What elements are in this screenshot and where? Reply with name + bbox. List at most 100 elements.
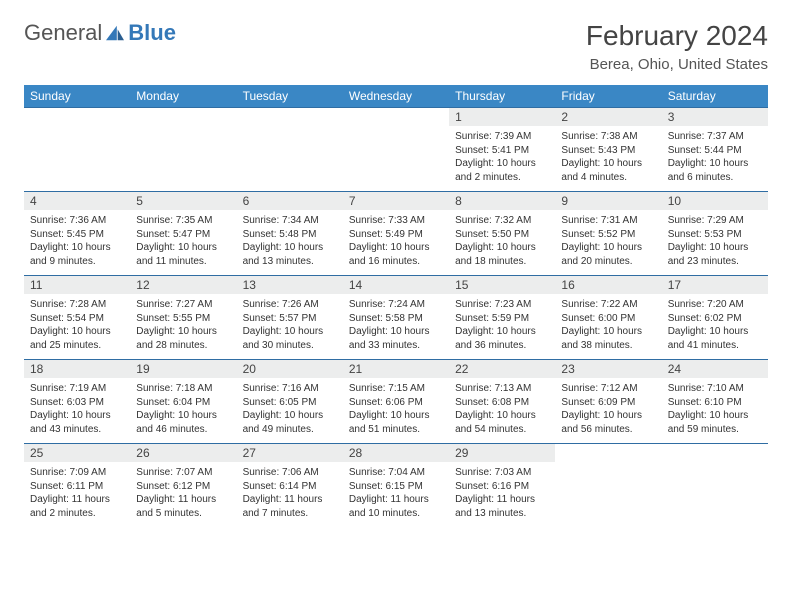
day-daylight: Daylight: 10 hours and 9 minutes. — [30, 241, 124, 268]
day-sunset: Sunset: 6:00 PM — [561, 312, 655, 326]
day-number: 21 — [343, 360, 449, 378]
day-daylight: Daylight: 10 hours and 49 minutes. — [243, 409, 337, 436]
calendar-body: 1Sunrise: 7:39 AMSunset: 5:41 PMDaylight… — [24, 108, 768, 528]
day-daylight: Daylight: 10 hours and 41 minutes. — [668, 325, 762, 352]
day-sunset: Sunset: 6:02 PM — [668, 312, 762, 326]
day-sunrise: Sunrise: 7:07 AM — [136, 466, 230, 480]
day-details: Sunrise: 7:33 AMSunset: 5:49 PMDaylight:… — [343, 210, 449, 272]
day-sunset: Sunset: 6:16 PM — [455, 480, 549, 494]
day-details: Sunrise: 7:16 AMSunset: 6:05 PMDaylight:… — [237, 378, 343, 440]
day-details: Sunrise: 7:07 AMSunset: 6:12 PMDaylight:… — [130, 462, 236, 524]
day-sunset: Sunset: 5:47 PM — [136, 228, 230, 242]
day-sunset: Sunset: 6:04 PM — [136, 396, 230, 410]
day-details: Sunrise: 7:31 AMSunset: 5:52 PMDaylight:… — [555, 210, 661, 272]
day-details: Sunrise: 7:15 AMSunset: 6:06 PMDaylight:… — [343, 378, 449, 440]
weekday-header: Tuesday — [237, 85, 343, 108]
day-number: 14 — [343, 276, 449, 294]
title-block: February 2024 Berea, Ohio, United States — [586, 20, 768, 73]
day-number: 25 — [24, 444, 130, 462]
day-details: Sunrise: 7:13 AMSunset: 6:08 PMDaylight:… — [449, 378, 555, 440]
day-sunset: Sunset: 6:09 PM — [561, 396, 655, 410]
day-sunrise: Sunrise: 7:26 AM — [243, 298, 337, 312]
calendar-day-cell: 4Sunrise: 7:36 AMSunset: 5:45 PMDaylight… — [24, 192, 130, 276]
calendar-day-cell: 19Sunrise: 7:18 AMSunset: 6:04 PMDayligh… — [130, 360, 236, 444]
weekday-header: Sunday — [24, 85, 130, 108]
day-number: 6 — [237, 192, 343, 210]
calendar-week-row: 1Sunrise: 7:39 AMSunset: 5:41 PMDaylight… — [24, 108, 768, 192]
day-details: Sunrise: 7:38 AMSunset: 5:43 PMDaylight:… — [555, 126, 661, 188]
calendar-week-row: 18Sunrise: 7:19 AMSunset: 6:03 PMDayligh… — [24, 360, 768, 444]
day-details: Sunrise: 7:06 AMSunset: 6:14 PMDaylight:… — [237, 462, 343, 524]
day-sunrise: Sunrise: 7:18 AM — [136, 382, 230, 396]
calendar-day-cell: 22Sunrise: 7:13 AMSunset: 6:08 PMDayligh… — [449, 360, 555, 444]
day-sunrise: Sunrise: 7:22 AM — [561, 298, 655, 312]
day-details: Sunrise: 7:09 AMSunset: 6:11 PMDaylight:… — [24, 462, 130, 524]
day-sunrise: Sunrise: 7:24 AM — [349, 298, 443, 312]
calendar-day-cell: 24Sunrise: 7:10 AMSunset: 6:10 PMDayligh… — [662, 360, 768, 444]
day-sunrise: Sunrise: 7:19 AM — [30, 382, 124, 396]
day-sunset: Sunset: 5:54 PM — [30, 312, 124, 326]
month-title: February 2024 — [586, 20, 768, 52]
day-number: 2 — [555, 108, 661, 126]
day-sunrise: Sunrise: 7:36 AM — [30, 214, 124, 228]
day-daylight: Daylight: 10 hours and 11 minutes. — [136, 241, 230, 268]
day-details: Sunrise: 7:37 AMSunset: 5:44 PMDaylight:… — [662, 126, 768, 188]
day-sunset: Sunset: 5:58 PM — [349, 312, 443, 326]
calendar-day-cell: 6Sunrise: 7:34 AMSunset: 5:48 PMDaylight… — [237, 192, 343, 276]
day-daylight: Daylight: 10 hours and 6 minutes. — [668, 157, 762, 184]
day-sunset: Sunset: 6:10 PM — [668, 396, 762, 410]
day-details: Sunrise: 7:12 AMSunset: 6:09 PMDaylight:… — [555, 378, 661, 440]
day-number: 4 — [24, 192, 130, 210]
day-number: 8 — [449, 192, 555, 210]
day-daylight: Daylight: 10 hours and 23 minutes. — [668, 241, 762, 268]
day-sunset: Sunset: 5:50 PM — [455, 228, 549, 242]
day-daylight: Daylight: 10 hours and 25 minutes. — [30, 325, 124, 352]
calendar-day-cell: 18Sunrise: 7:19 AMSunset: 6:03 PMDayligh… — [24, 360, 130, 444]
day-sunrise: Sunrise: 7:09 AM — [30, 466, 124, 480]
day-details: Sunrise: 7:23 AMSunset: 5:59 PMDaylight:… — [449, 294, 555, 356]
day-sunrise: Sunrise: 7:29 AM — [668, 214, 762, 228]
day-sunrise: Sunrise: 7:12 AM — [561, 382, 655, 396]
day-details: Sunrise: 7:10 AMSunset: 6:10 PMDaylight:… — [662, 378, 768, 440]
day-number: 29 — [449, 444, 555, 462]
calendar-day-cell: 11Sunrise: 7:28 AMSunset: 5:54 PMDayligh… — [24, 276, 130, 360]
weekday-header: Saturday — [662, 85, 768, 108]
calendar-day-cell: 5Sunrise: 7:35 AMSunset: 5:47 PMDaylight… — [130, 192, 236, 276]
day-sunrise: Sunrise: 7:38 AM — [561, 130, 655, 144]
day-details: Sunrise: 7:24 AMSunset: 5:58 PMDaylight:… — [343, 294, 449, 356]
day-sunrise: Sunrise: 7:13 AM — [455, 382, 549, 396]
day-details: Sunrise: 7:26 AMSunset: 5:57 PMDaylight:… — [237, 294, 343, 356]
day-number: 7 — [343, 192, 449, 210]
day-daylight: Daylight: 10 hours and 4 minutes. — [561, 157, 655, 184]
day-number: 10 — [662, 192, 768, 210]
day-sunrise: Sunrise: 7:06 AM — [243, 466, 337, 480]
day-daylight: Daylight: 10 hours and 16 minutes. — [349, 241, 443, 268]
day-daylight: Daylight: 10 hours and 36 minutes. — [455, 325, 549, 352]
day-sunset: Sunset: 5:52 PM — [561, 228, 655, 242]
day-number: 9 — [555, 192, 661, 210]
day-sunrise: Sunrise: 7:03 AM — [455, 466, 549, 480]
day-sunrise: Sunrise: 7:04 AM — [349, 466, 443, 480]
logo: General Blue — [24, 20, 176, 46]
day-daylight: Daylight: 10 hours and 59 minutes. — [668, 409, 762, 436]
day-sunset: Sunset: 5:41 PM — [455, 144, 549, 158]
day-number: 24 — [662, 360, 768, 378]
day-number: 13 — [237, 276, 343, 294]
day-details: Sunrise: 7:28 AMSunset: 5:54 PMDaylight:… — [24, 294, 130, 356]
calendar-day-cell: 20Sunrise: 7:16 AMSunset: 6:05 PMDayligh… — [237, 360, 343, 444]
weekday-header-row: SundayMondayTuesdayWednesdayThursdayFrid… — [24, 85, 768, 108]
weekday-header: Monday — [130, 85, 236, 108]
calendar-table: SundayMondayTuesdayWednesdayThursdayFrid… — [24, 85, 768, 528]
day-sunset: Sunset: 5:57 PM — [243, 312, 337, 326]
calendar-day-cell: 8Sunrise: 7:32 AMSunset: 5:50 PMDaylight… — [449, 192, 555, 276]
day-number: 20 — [237, 360, 343, 378]
day-number: 18 — [24, 360, 130, 378]
day-sunrise: Sunrise: 7:16 AM — [243, 382, 337, 396]
day-details: Sunrise: 7:27 AMSunset: 5:55 PMDaylight:… — [130, 294, 236, 356]
calendar-day-cell: 1Sunrise: 7:39 AMSunset: 5:41 PMDaylight… — [449, 108, 555, 192]
day-sunrise: Sunrise: 7:10 AM — [668, 382, 762, 396]
weekday-header: Thursday — [449, 85, 555, 108]
location: Berea, Ohio, United States — [586, 56, 768, 73]
calendar-day-cell: 3Sunrise: 7:37 AMSunset: 5:44 PMDaylight… — [662, 108, 768, 192]
day-details: Sunrise: 7:04 AMSunset: 6:15 PMDaylight:… — [343, 462, 449, 524]
